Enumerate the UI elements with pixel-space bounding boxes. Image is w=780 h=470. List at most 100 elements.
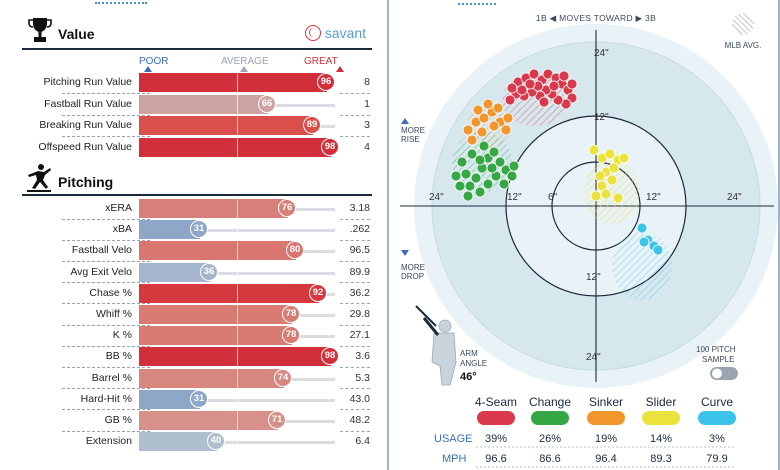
metric-label: K % (112, 329, 132, 342)
metric-value: .262 (349, 223, 370, 236)
pitch-dot (652, 244, 664, 256)
pitch-dots (450, 68, 664, 256)
percentile-bar (139, 347, 331, 367)
pitch-usage-value: 26% (539, 433, 561, 445)
percentile-badge: 71 (268, 411, 286, 429)
percentile-bar (139, 262, 210, 282)
percentile-badge: 78 (282, 326, 300, 345)
pitching_section-row[interactable]: xBA 31 .262 (22, 219, 372, 241)
metric-label: Chase % (89, 286, 132, 299)
row-separator (62, 261, 150, 263)
arm-angle-value: 46° (460, 371, 477, 383)
percentile-bar (139, 326, 292, 346)
more-rise-label-line1: MORE (401, 126, 425, 135)
pitching_section-row[interactable]: xERA 76 3.18 (22, 198, 372, 220)
pitch-movement-panel: 24" 12" 6" 12" 24" 24" 12" 12" 24" 1B ◀ … (396, 0, 780, 470)
pitch-dot (488, 120, 500, 132)
pitch-dot (538, 96, 550, 108)
savant-logo[interactable]: savant (304, 25, 366, 41)
pitch-color-swatch[interactable] (698, 411, 736, 425)
pitch-dot (508, 160, 520, 172)
pitch-type-label: Sinker (589, 395, 623, 409)
pitch-usage-value: 39% (485, 433, 507, 445)
panel-divider-left (387, 0, 389, 470)
average-marker (237, 241, 238, 261)
pitch-dot (474, 186, 486, 198)
pitch-dot (478, 112, 490, 124)
row-separator (340, 303, 370, 305)
pitch-dot (500, 124, 512, 136)
pitching_section-row[interactable]: BB % 98 3.6 (22, 346, 372, 369)
average-marker (237, 116, 238, 135)
value_section-row[interactable]: Breaking Run Value 89 3 (22, 115, 372, 137)
pitch-color-swatch[interactable] (477, 411, 515, 425)
pitching_section-row[interactable]: K % 78 27.1 (22, 325, 372, 347)
sample-toggle[interactable] (710, 367, 738, 380)
row-separator (340, 367, 370, 369)
percentile-badge: 36 (200, 262, 218, 281)
percentile-bar (139, 73, 327, 92)
pitching_section-row[interactable]: Whiff % 78 29.8 (22, 304, 372, 326)
pitch-dot (636, 222, 648, 234)
pitch-mph-value: 96.6 (485, 453, 506, 465)
pitch-color-swatch[interactable] (642, 411, 680, 425)
row-separator (340, 136, 370, 137)
arm-angle-label-line1: ARM (460, 349, 478, 358)
pitch-type-label: Curve (701, 395, 733, 409)
pitch-dot (516, 84, 528, 96)
metric-value: 43.0 (349, 392, 370, 405)
average-marker (237, 137, 238, 157)
metric-label: Fastball Run Value (44, 97, 132, 110)
percentile-bar (139, 137, 331, 157)
pitch-dot (466, 134, 478, 146)
row-separator (340, 409, 370, 411)
pitch-dot (466, 148, 478, 160)
metric-label: xBA (112, 223, 132, 236)
pitching_section-row[interactable]: GB % 71 48.2 (22, 410, 372, 432)
value_section-row[interactable]: Pitching Run Value 96 8 (22, 72, 372, 94)
ring-label-right-24: 24" (727, 192, 742, 203)
pitch-dot (482, 178, 494, 190)
metric-value: 5.3 (355, 371, 370, 384)
pitch-color-swatch[interactable] (531, 411, 569, 425)
row-separator (62, 324, 150, 326)
metric-value: 48.2 (349, 414, 370, 426)
value_section-row[interactable]: Offspeed Run Value 98 4 (22, 137, 372, 158)
pitch-dot (528, 68, 540, 80)
metric-value: 36.2 (349, 286, 370, 299)
ring-labels: 24" 12" 6" 12" 24" 24" 12" 12" 24" (429, 48, 742, 363)
pitch-type-label: 4-Seam (475, 395, 517, 409)
moves-toward-label: 1B ◀ MOVES TOWARD ▶ 3B (536, 13, 656, 23)
pitch-dot (606, 174, 618, 186)
pitch-type-label: Change (529, 395, 571, 409)
pitching_section-row[interactable]: Fastball Velo 80 96.5 (22, 240, 372, 263)
row-separator (62, 303, 150, 305)
percentile-bar (139, 241, 296, 261)
row-separator (62, 388, 150, 390)
pitch-dot (462, 190, 474, 202)
metric-label: Avg Exit Velo (70, 265, 132, 278)
row-separator (340, 430, 370, 432)
baseball-icon (304, 25, 321, 41)
percentile-bar (139, 116, 313, 135)
row-separator (340, 114, 370, 116)
pitch-type-label: Slider (646, 395, 677, 409)
pitching_section-row[interactable]: Chase % 92 36.2 (22, 283, 372, 305)
pitching_section-row[interactable]: Avg Exit Velo 36 89.9 (22, 262, 372, 284)
pitch-mph-value: 79.9 (706, 453, 727, 465)
pitch-usage-value: 3% (709, 433, 725, 445)
pitching_section-row[interactable]: Extension 40 6.4 (22, 431, 372, 452)
pitch-dot (482, 98, 494, 110)
metric-label: GB % (104, 414, 132, 426)
average-marker (237, 368, 238, 388)
percentile-bar (139, 368, 284, 388)
pitch-dot (474, 154, 486, 166)
value_section-row[interactable]: Fastball Run Value 66 1 (22, 94, 372, 116)
pitching_section-row[interactable]: Hard-Hit % 31 43.0 (22, 389, 372, 411)
pitch-dot (478, 140, 490, 152)
pitching_section-row[interactable]: Barrel % 74 5.3 (22, 368, 372, 390)
ring-label-bottom-24: 24" (586, 352, 601, 363)
pitch-color-swatch[interactable] (587, 411, 625, 425)
percentile-bar (139, 432, 217, 452)
pitch-dot (608, 162, 620, 174)
